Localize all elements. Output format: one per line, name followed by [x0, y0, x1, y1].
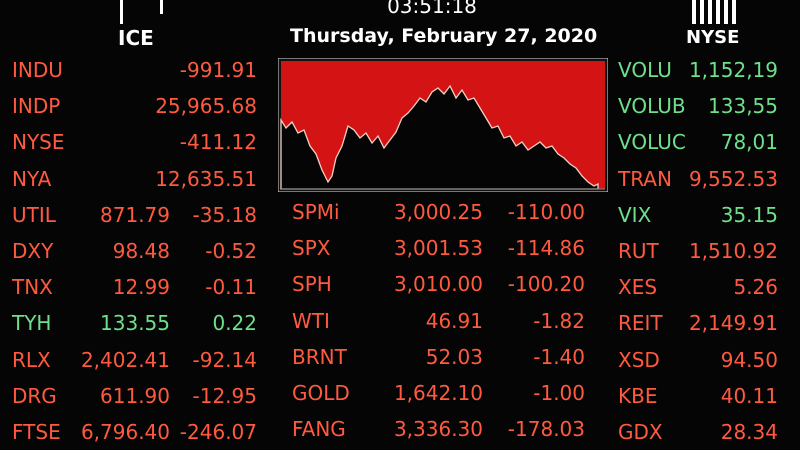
change: 25,965.68: [155, 94, 257, 119]
symbol: VOLU: [618, 58, 672, 82]
date: Thursday, February 27, 2020: [290, 25, 598, 47]
symbol: RUT: [618, 239, 659, 263]
change: -12.95: [192, 383, 257, 408]
change: -0.11: [205, 275, 257, 300]
last-price: 2,402.41: [80, 347, 170, 372]
symbol: INDU: [12, 58, 63, 82]
symbol: DRG: [12, 383, 57, 408]
symbol: RLX: [12, 347, 51, 372]
change: -92.14: [192, 347, 257, 372]
last-price: 28.34: [720, 420, 778, 444]
last-price: 12.99: [112, 275, 170, 300]
symbol: XES: [618, 275, 658, 300]
symbol: SPMi: [292, 200, 340, 224]
last-price: 98.48: [112, 239, 170, 263]
last-price: 3,000.25: [393, 200, 483, 224]
last-price: 2,149.91: [688, 311, 778, 336]
clock: 03:51:18: [387, 0, 477, 18]
last-price: 133,55: [708, 94, 778, 119]
last-price: 94.50: [720, 347, 778, 372]
change: 0.22: [212, 311, 257, 336]
symbol: DXY: [12, 239, 54, 263]
symbol: KBE: [618, 383, 658, 408]
change: -1.82: [533, 308, 585, 333]
symbol: UTIL: [12, 202, 56, 227]
last-price: 611.90: [100, 383, 170, 408]
change: -35.18: [192, 202, 257, 227]
nyse-logo-mark: [692, 0, 736, 24]
last-price: 40.11: [720, 383, 778, 408]
change: -178.03: [507, 417, 585, 442]
last-price: 5.26: [733, 275, 778, 300]
last-price: 133.55: [100, 311, 170, 336]
symbol: FANG: [292, 417, 346, 442]
last-price: 6,796.40: [80, 420, 170, 444]
symbol: XSD: [618, 347, 660, 372]
change: -411.12: [179, 130, 257, 155]
last-price: 52.03: [425, 344, 483, 369]
last-price: 1,642.10: [393, 381, 483, 405]
last-price: 3,336.30: [393, 417, 483, 442]
last-price: 3,001.53: [393, 236, 483, 261]
ice-logo-mark: [120, 0, 163, 24]
symbol: NYA: [12, 166, 52, 191]
symbol: SPX: [292, 236, 331, 261]
index-chart: [278, 58, 608, 192]
symbol: GDX: [618, 420, 663, 444]
ice-logo: ICE: [118, 26, 154, 50]
change: -1.40: [533, 344, 585, 369]
last-price: 78,01: [720, 130, 778, 155]
symbol: TRAN: [618, 166, 672, 191]
symbol: GOLD: [292, 381, 350, 405]
change: -0.52: [205, 239, 257, 263]
last-price: 1,510.92: [688, 239, 778, 263]
symbol: VOLUC: [618, 130, 686, 155]
change: -1.00: [533, 381, 585, 405]
change: -100.20: [507, 272, 585, 297]
symbol: INDP: [12, 94, 61, 119]
last-price: 871.79: [100, 202, 170, 227]
symbol: FTSE: [12, 420, 61, 444]
last-price: 1,152,19: [688, 58, 778, 82]
last-price: 9,552.53: [688, 166, 778, 191]
change: -114.86: [507, 236, 585, 261]
change: -110.00: [507, 200, 585, 224]
change: 12,635.51: [155, 166, 257, 191]
symbol: REIT: [618, 311, 663, 336]
nyse-logo: NYSE: [686, 27, 740, 48]
change: -991.91: [179, 58, 257, 82]
symbol: VOLUB: [618, 94, 686, 119]
last-price: 46.91: [425, 308, 483, 333]
change: -246.07: [179, 420, 257, 444]
symbol: WTI: [292, 308, 330, 333]
symbol: NYSE: [12, 130, 65, 155]
symbol: SPH: [292, 272, 332, 297]
symbol: TNX: [12, 275, 53, 300]
symbol: VIX: [618, 202, 652, 227]
last-price: 35.15: [720, 202, 778, 227]
symbol: TYH: [12, 311, 52, 336]
last-price: 3,010.00: [393, 272, 483, 297]
symbol: BRNT: [292, 344, 347, 369]
